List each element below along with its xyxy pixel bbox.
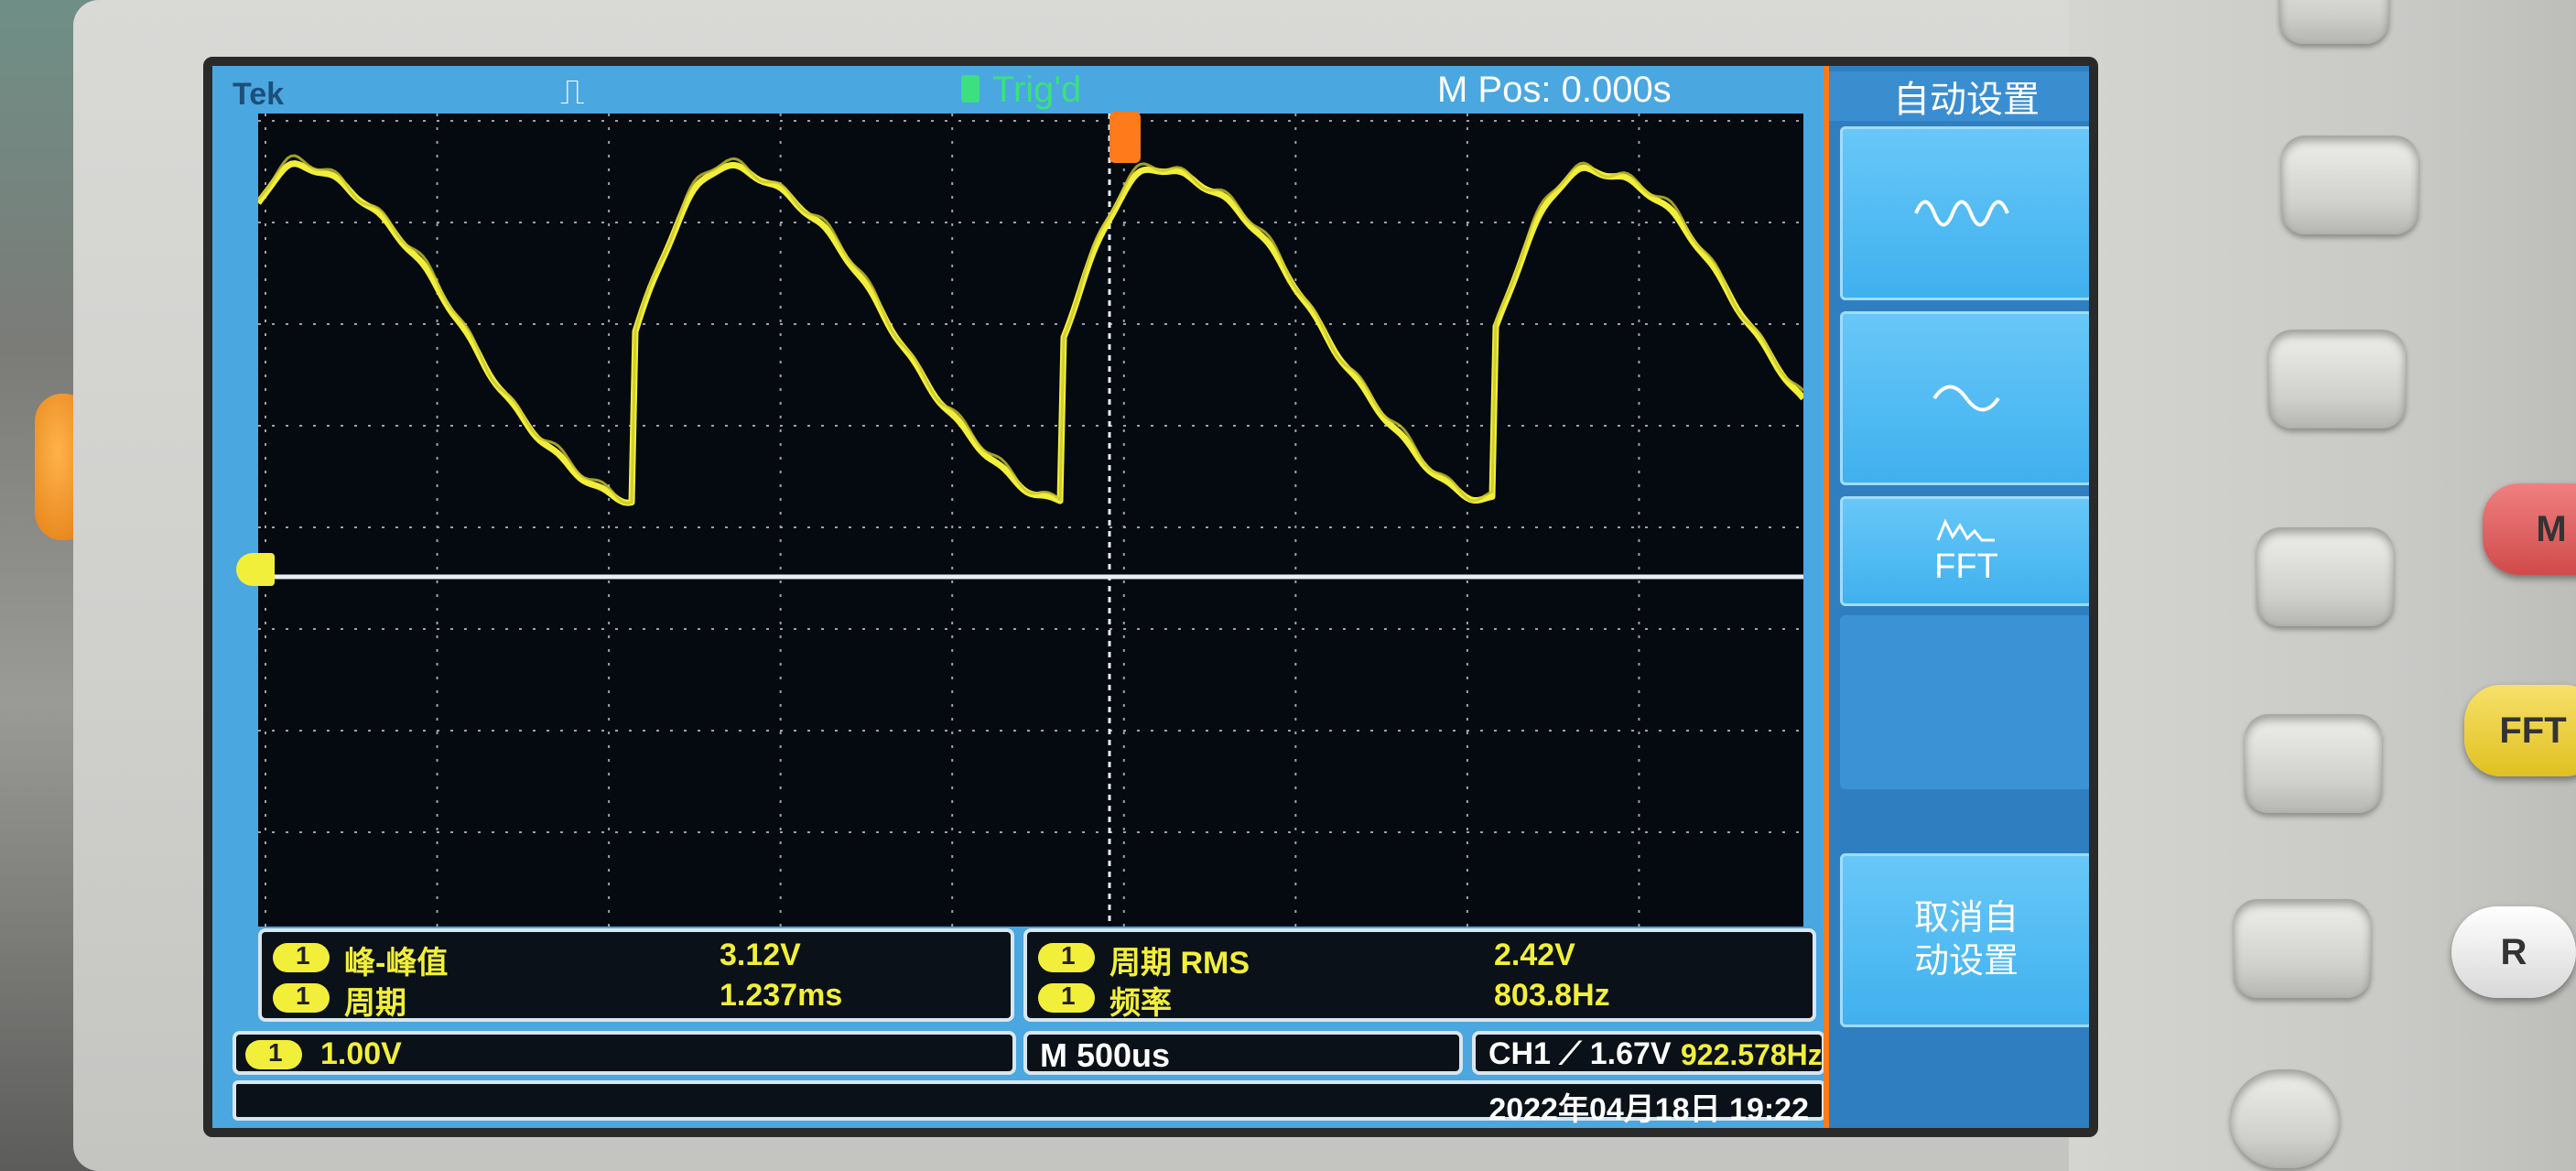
ch1-scale: 1.00V	[320, 1036, 402, 1071]
datetime: 2022年04月18日 19:22	[1488, 1092, 1809, 1127]
trigger-level: CH1 ⟋ 1.67V	[1488, 1036, 1672, 1071]
autoset-menu: 自动设置 FFT 取消自 动设置	[1824, 66, 2089, 1128]
measurement-value: 2.42V	[1494, 938, 1575, 972]
trigger-box: CH1 ⟋ 1.67V 922.578Hz	[1472, 1031, 1825, 1075]
menu-item-cancel-autoset[interactable]: 取消自 动设置	[1840, 853, 2089, 1027]
ch1-badge-icon	[1038, 981, 1095, 1013]
measurement-value: 1.237ms	[720, 978, 843, 1013]
ch1-waveform-trace	[258, 160, 1803, 506]
bezel-button-1[interactable]	[2281, 136, 2419, 234]
menu-item-empty	[1840, 615, 2089, 789]
measurement-label: 周期 RMS	[1109, 946, 1250, 981]
single-cycle-wave-icon	[1932, 385, 2000, 412]
timebase-box: M 500us	[1023, 1031, 1463, 1075]
bezel-button-6[interactable]	[2230, 1069, 2340, 1168]
ch1-badge-icon	[245, 1038, 302, 1069]
ch1-waveform-noise	[258, 154, 1803, 505]
multi-cycle-wave-icon	[1914, 200, 2009, 227]
measurement-box-right: 周期 RMS 2.42V 频率 803.8Hz	[1023, 928, 1816, 1022]
menu-title: 自动设置	[1829, 71, 2089, 121]
menu-item-multi-cycle[interactable]	[1840, 126, 2089, 300]
measurement-label: 周期	[344, 986, 406, 1021]
menu-item-label: 取消自 动设置	[1913, 898, 2019, 981]
trigger-status-icon	[961, 75, 980, 103]
waveform-graticule	[258, 114, 1803, 927]
menu-item-fft[interactable]: FFT	[1840, 496, 2089, 606]
m-button-label: M	[2536, 508, 2567, 549]
measurement-value: 803.8Hz	[1494, 978, 1610, 1013]
fft-button[interactable]: FFT	[2464, 685, 2576, 776]
ch1-scale-box: 1.00V	[233, 1031, 1016, 1075]
acquisition-icon: ⎍	[560, 73, 585, 112]
ch1-badge-icon	[273, 941, 330, 972]
horizontal-position: M Pos: 0.000s	[1437, 70, 1672, 110]
info-row: 1.00V M 500us CH1 ⟋ 1.67V 922.578Hz	[233, 1031, 1825, 1075]
top-panel-button[interactable]	[2279, 0, 2389, 44]
r-button-label: R	[2500, 931, 2527, 972]
m-button[interactable]: M	[2483, 483, 2576, 575]
measurement-box-left: 峰-峰值 3.12V 周期 1.237ms	[258, 928, 1014, 1022]
bezel-button-2[interactable]	[2268, 330, 2406, 428]
menu-item-single-cycle[interactable]	[1840, 311, 2089, 485]
trigger-state: Trig'd	[992, 70, 1082, 110]
oscilloscope-screen: Tek ⎍ Trig'd M Pos: 0.000s 峰-峰值 3.12V 周期…	[203, 57, 2098, 1137]
bezel-button-4[interactable]	[2245, 714, 2382, 813]
grid-lines	[258, 114, 1803, 927]
measurement-value: 3.12V	[720, 938, 801, 972]
trigger-frequency: 922.578Hz	[1681, 1038, 1823, 1071]
fft-button-label: FFT	[2499, 710, 2567, 751]
front-panel: M FFT R	[2069, 0, 2576, 1171]
fft-spectrum-icon	[1936, 518, 1995, 542]
bezel-button-3[interactable]	[2257, 527, 2394, 626]
measurement-label: 峰-峰值	[344, 946, 449, 981]
waveform-display	[258, 114, 1803, 927]
ch1-ground-marker[interactable]	[236, 553, 275, 586]
status-bar: Tek ⎍ Trig'd M Pos: 0.000s	[212, 66, 1824, 112]
ch1-badge-icon	[1038, 941, 1095, 972]
date-row: 2022年04月18日 19:22	[233, 1080, 1825, 1127]
ch1-badge-icon	[273, 981, 330, 1013]
menu-item-label: FFT	[1934, 548, 1998, 587]
brand-logo: Tek	[233, 77, 285, 112]
r-button[interactable]: R	[2452, 906, 2576, 998]
bezel-button-5[interactable]	[2234, 899, 2371, 998]
trigger-position-marker[interactable]	[1109, 112, 1141, 163]
timebase: M 500us	[1040, 1036, 1171, 1074]
measurement-label: 频率	[1109, 986, 1172, 1021]
